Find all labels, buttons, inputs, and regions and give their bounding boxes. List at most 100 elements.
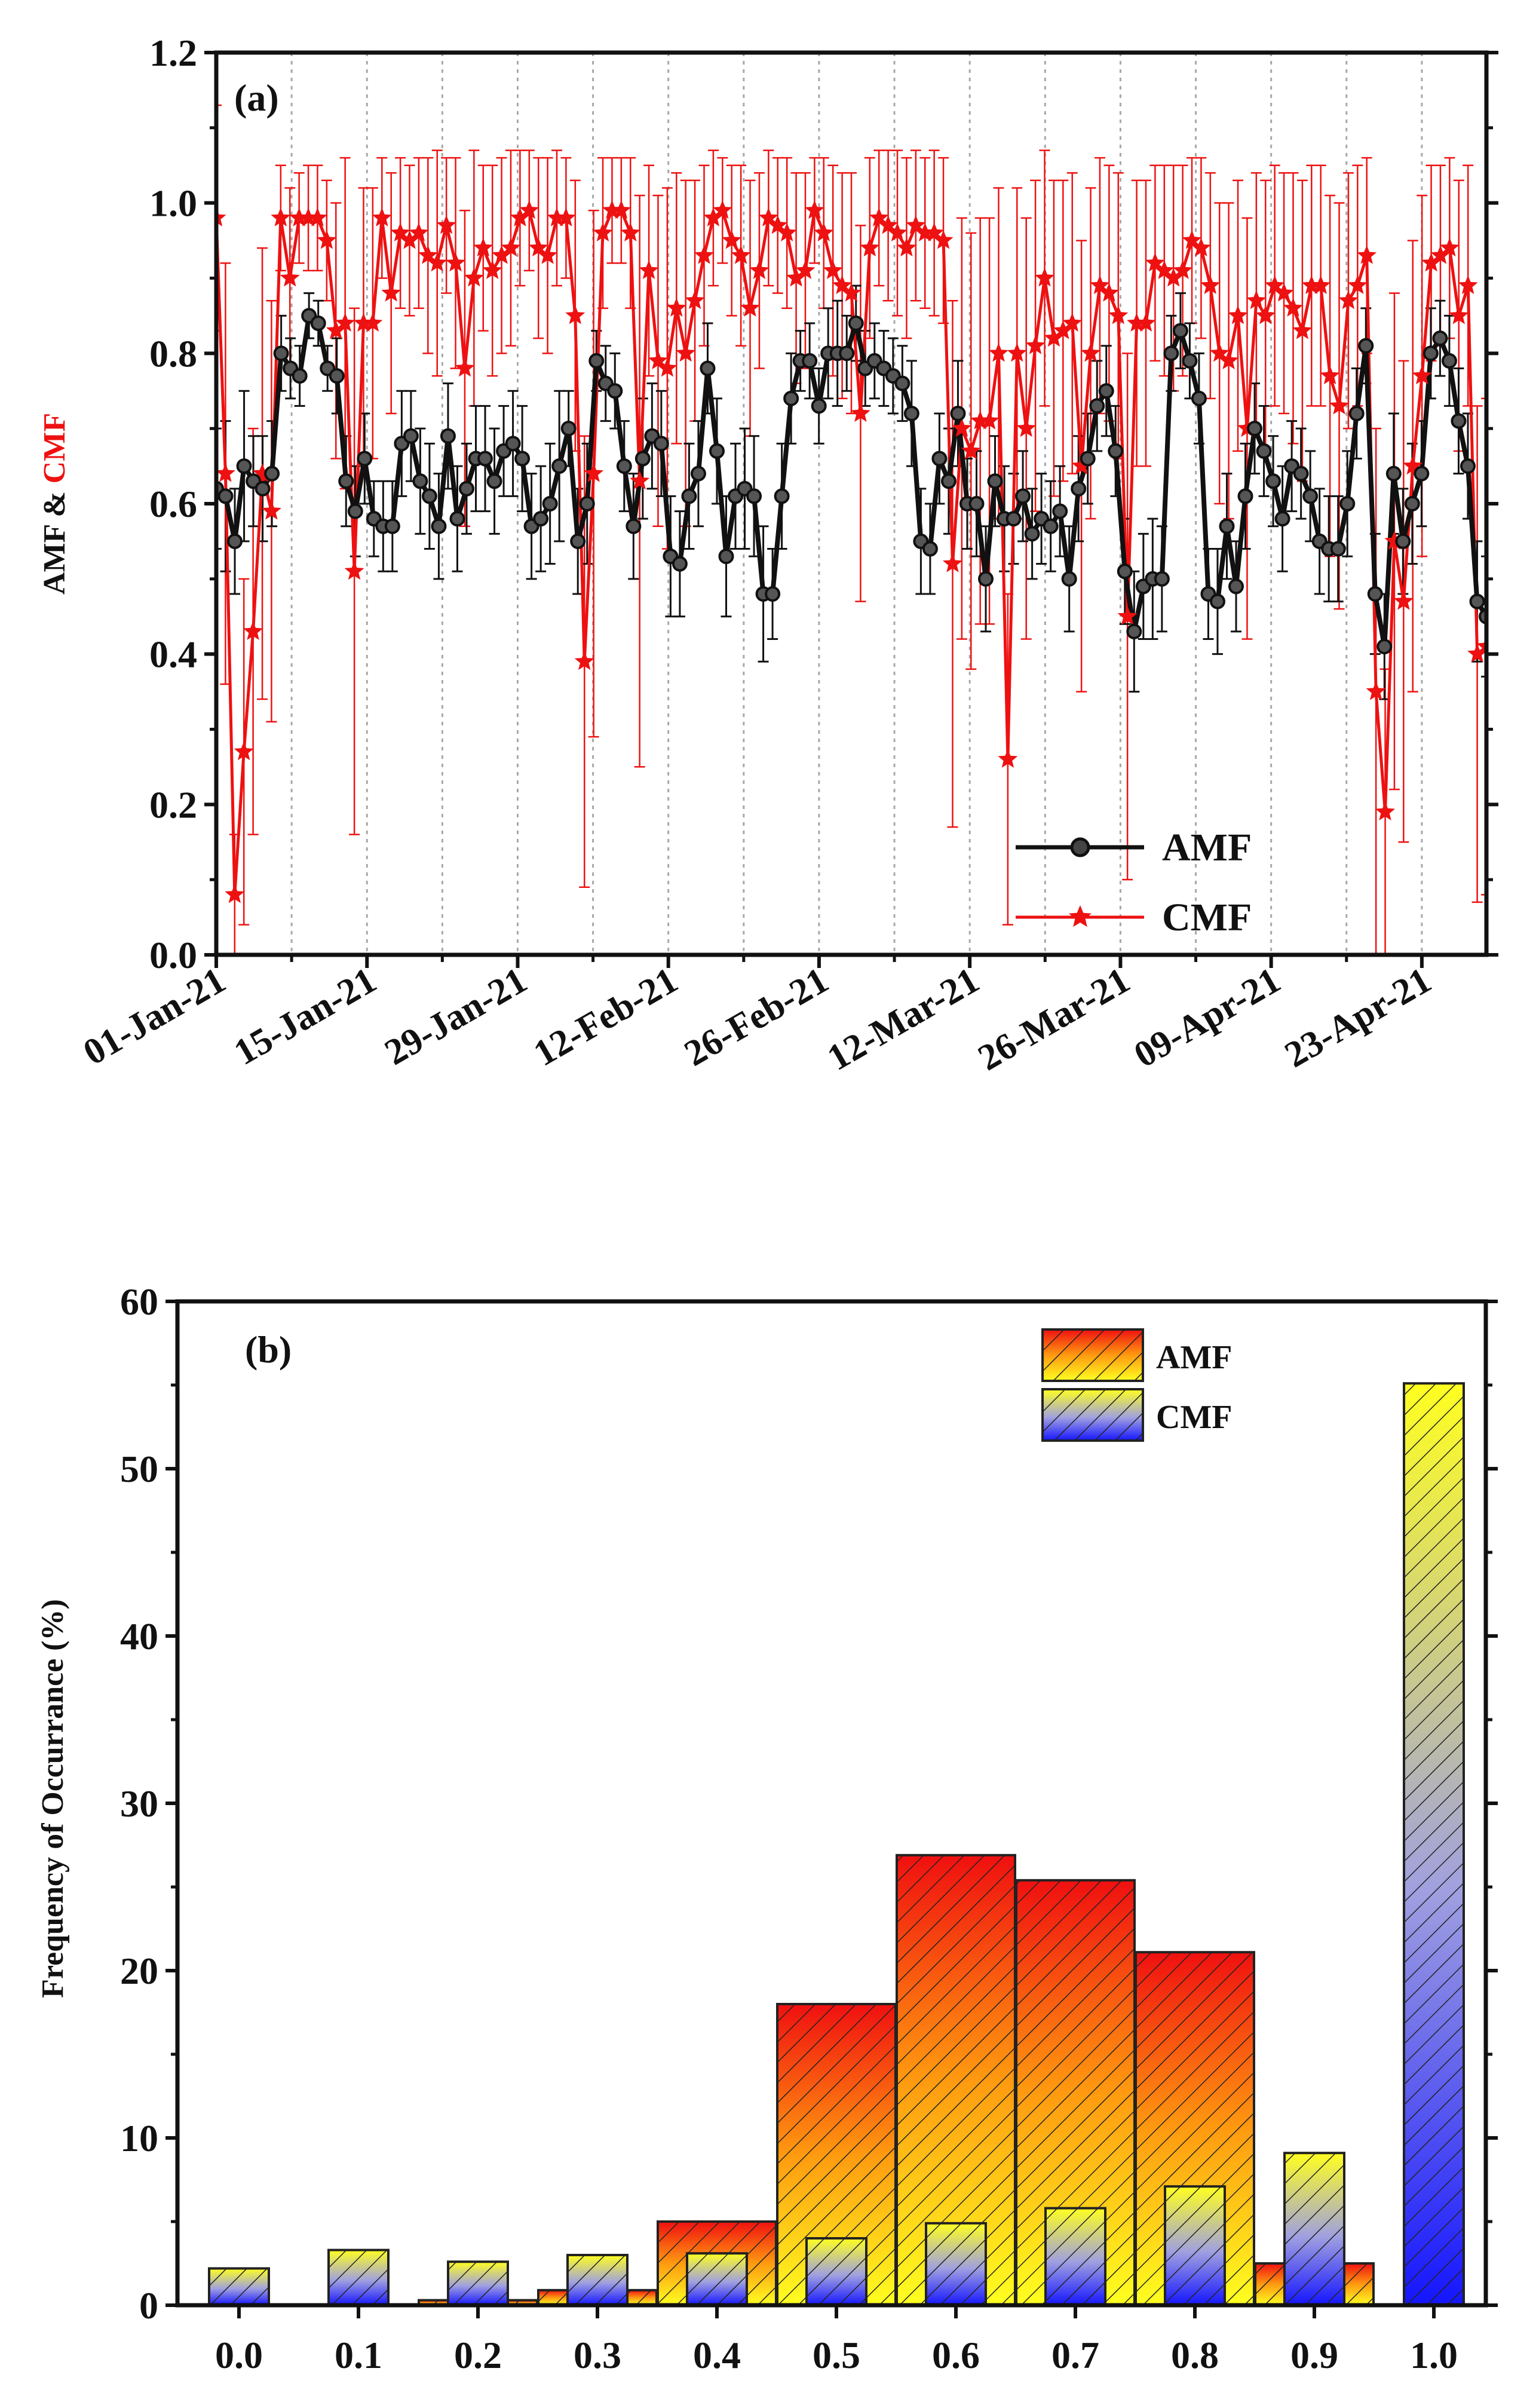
amf-point: [588, 353, 605, 369]
amf-point: [533, 511, 549, 527]
y-axis-title-b: Frequency of Occurrance (%): [36, 1599, 70, 1998]
cmf-point: [1108, 305, 1129, 324]
x-tick-label: 0.0: [215, 2334, 263, 2376]
cmf-point: [1182, 230, 1202, 249]
amf-point: [1302, 488, 1319, 504]
cmf-point: [1338, 290, 1359, 310]
cmf-point: [1274, 283, 1294, 302]
cmf-point: [1007, 342, 1027, 362]
cmf-point: [1311, 275, 1331, 295]
cmf-point: [795, 260, 816, 280]
cmf-point: [556, 207, 576, 226]
amf-point: [1469, 593, 1485, 609]
x-tick-label: 15-Jan-21: [228, 960, 384, 1073]
amf-point: [1043, 518, 1059, 534]
cmf-bar-hatch: [329, 2250, 388, 2305]
cmf-point: [317, 230, 337, 249]
cmf-point: [731, 245, 751, 264]
cmf-point: [455, 358, 475, 377]
x-tick-label: 0.7: [1051, 2334, 1099, 2376]
amf-point: [1395, 533, 1411, 549]
cmf-point: [372, 207, 392, 226]
amf-point: [1460, 458, 1476, 474]
cmf-point: [887, 222, 908, 241]
cmf-point: [280, 268, 300, 287]
amf-point: [950, 406, 966, 421]
cmf-point: [1200, 275, 1221, 295]
cmf-point: [804, 200, 824, 219]
cmf-point: [648, 350, 668, 370]
cmf-point: [933, 230, 954, 249]
x-tick-label: 0.8: [1171, 2334, 1219, 2376]
cmf-point: [740, 298, 761, 317]
cmf-point: [261, 501, 281, 520]
cmf-point: [961, 440, 981, 460]
bars: [208, 1382, 1465, 2307]
cmf-point: [869, 207, 889, 226]
amf-point: [616, 458, 632, 474]
cmf-point: [271, 207, 291, 226]
cmf-point: [1393, 591, 1414, 610]
cmf-point: [436, 215, 456, 234]
amf-point: [1385, 465, 1402, 482]
cmf-point: [574, 651, 594, 670]
cmf-point: [823, 260, 843, 280]
cmf-point: [1439, 237, 1460, 257]
amf-point: [1024, 526, 1040, 542]
cmf-point: [841, 283, 862, 302]
amf-point: [579, 496, 595, 511]
amf-point: [700, 360, 716, 376]
cmf-point: [1357, 245, 1377, 264]
amf-point: [626, 518, 642, 534]
amf-point: [746, 488, 762, 504]
amf-point: [802, 353, 818, 369]
x-tick-label: 23-Apr-21: [1278, 960, 1438, 1076]
amf-point: [1293, 465, 1309, 482]
amf-point: [1098, 383, 1114, 399]
amf-point: [236, 458, 252, 474]
cmf-point: [381, 283, 401, 302]
cmf-point: [593, 222, 613, 241]
amf-point: [1376, 639, 1393, 655]
amf-point: [765, 586, 781, 602]
cmf-point: [565, 305, 585, 324]
amf-point: [690, 465, 706, 482]
cmf-point: [694, 245, 714, 264]
amf-point: [514, 451, 531, 467]
cmf-point: [1265, 275, 1285, 295]
amf-point: [329, 368, 345, 384]
legend-hatch-cmf: [1043, 1389, 1143, 1441]
cmf-point: [1136, 313, 1156, 332]
cmf-point: [234, 741, 254, 761]
amf-point: [384, 518, 400, 534]
y-tick-label: 0: [139, 2284, 158, 2327]
amf-point: [458, 480, 474, 497]
cmf-point: [989, 342, 1008, 362]
cmf-point: [620, 222, 640, 241]
cmf-point: [225, 884, 245, 903]
cmf-point: [758, 207, 778, 226]
amf-point: [922, 541, 938, 557]
cmf-point: [1246, 290, 1267, 310]
cmf-point: [501, 237, 521, 257]
cmf-point: [979, 410, 1000, 430]
amf-point: [347, 503, 363, 519]
cmf-point: [676, 342, 696, 362]
cmf-bar-hatch: [1165, 2186, 1225, 2305]
y-tick-label: 50: [120, 1448, 158, 1490]
legend-label-amf-b: AMF: [1156, 1339, 1233, 1376]
amf-point: [903, 406, 919, 421]
x-tick-label: 0.1: [335, 2334, 382, 2376]
amf-point: [1052, 503, 1068, 519]
amf-point: [1015, 488, 1031, 504]
y-tick-label: 0.0: [149, 934, 197, 976]
cmf-point: [878, 215, 899, 234]
amf-point: [774, 488, 790, 504]
cmf-point: [832, 275, 853, 295]
amf-point: [1005, 511, 1022, 527]
cmf-point: [307, 207, 327, 226]
x-tick-label: 12-Mar-21: [821, 960, 986, 1079]
amf-point: [1209, 593, 1225, 609]
x-tick-label: 0.2: [454, 2334, 502, 2376]
cmf-point: [768, 215, 788, 234]
